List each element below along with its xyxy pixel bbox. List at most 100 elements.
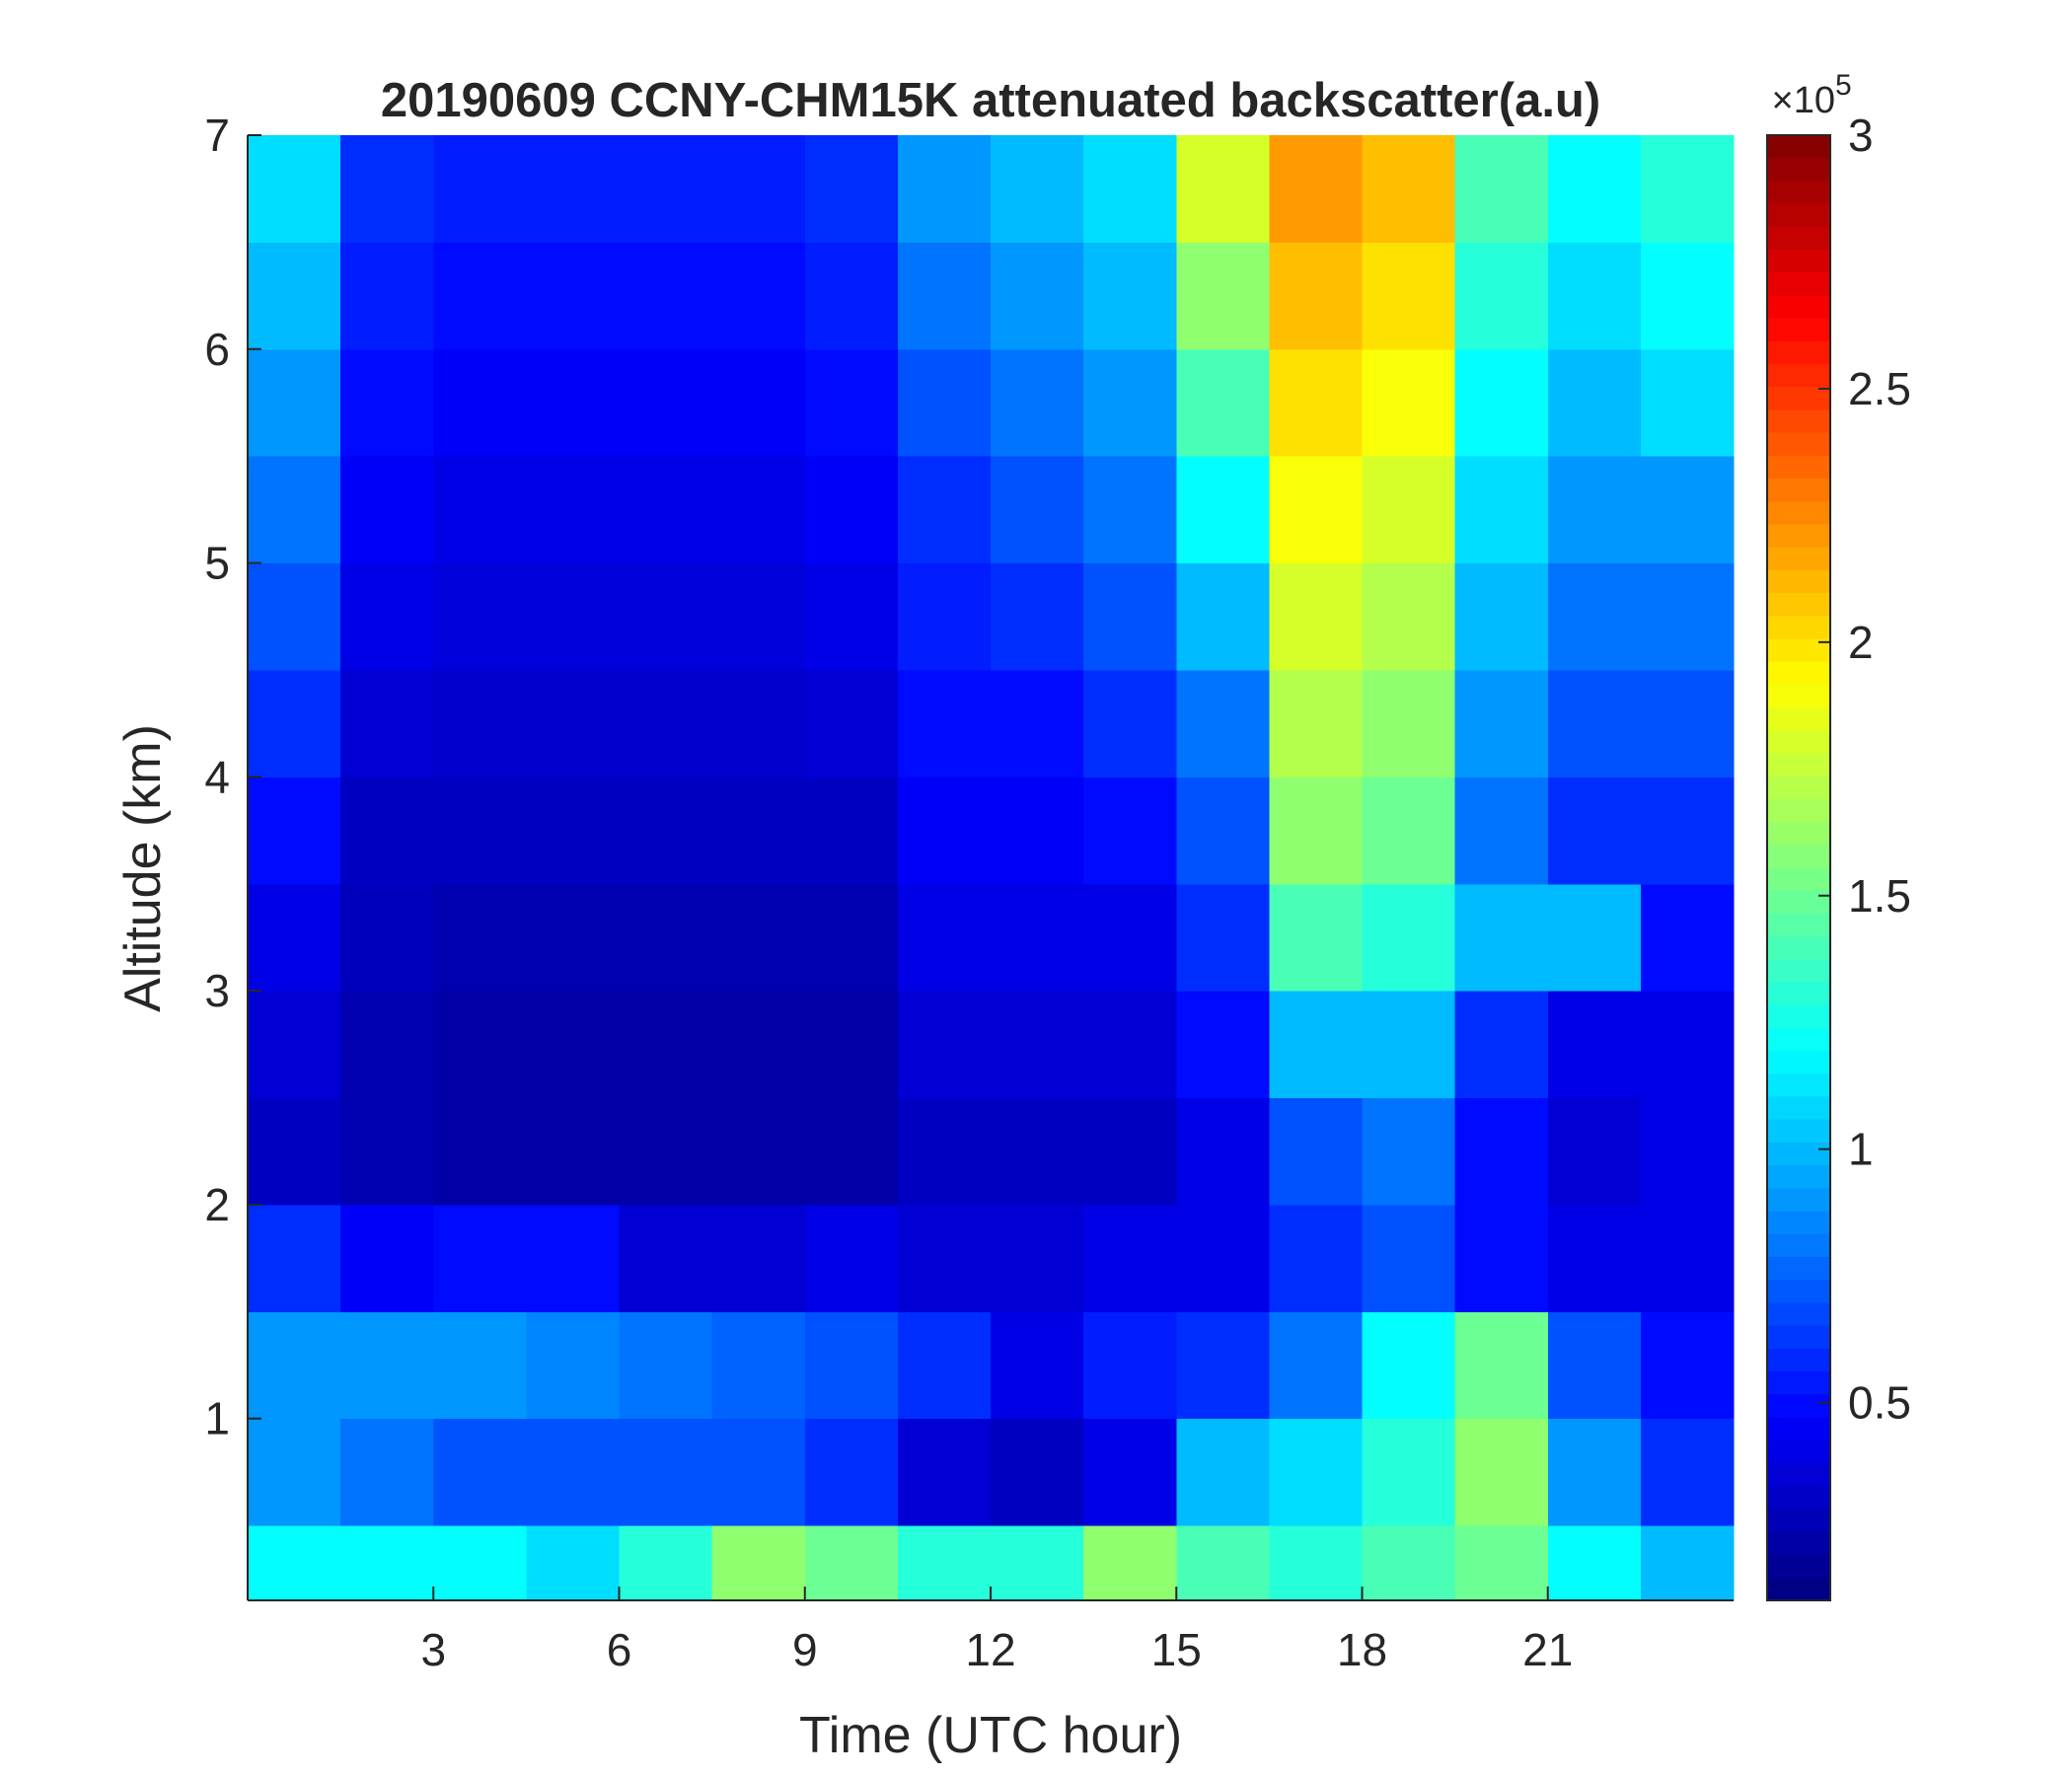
heatmap-cell xyxy=(248,1097,341,1206)
heatmap-cell xyxy=(1083,777,1177,885)
colorbar-exponent: 5 xyxy=(1835,69,1852,102)
heatmap-cell xyxy=(340,1311,434,1420)
heatmap-cell xyxy=(897,1204,992,1312)
heatmap-cell xyxy=(711,1097,806,1206)
heatmap-cell xyxy=(1083,991,1177,1099)
heatmap-cell xyxy=(1640,1204,1735,1312)
heatmap-cell xyxy=(1547,562,1642,671)
y-tick-label: 7 xyxy=(204,110,230,161)
heatmap-cell xyxy=(1547,242,1642,350)
x-tick-label: 6 xyxy=(607,1624,632,1675)
colorbar-swatch xyxy=(1767,1188,1830,1213)
heatmap-cell xyxy=(433,348,527,457)
heatmap-cell xyxy=(1269,1525,1363,1601)
heatmap-cell xyxy=(248,1525,341,1601)
heatmap-cell xyxy=(1454,777,1549,885)
heatmap-cell xyxy=(1176,1418,1270,1526)
heatmap-cell xyxy=(897,883,992,992)
heatmap-cell xyxy=(1176,669,1270,777)
heatmap-cell xyxy=(433,456,527,564)
heatmap-cell xyxy=(1269,991,1363,1099)
colorbar-swatch xyxy=(1767,295,1830,320)
heatmap-cell xyxy=(619,562,713,671)
x-tick-label: 9 xyxy=(792,1624,818,1675)
heatmap-cell xyxy=(1640,348,1735,457)
heatmap-cell xyxy=(248,883,341,992)
heatmap-cell xyxy=(991,883,1084,992)
colorbar-swatch xyxy=(1767,226,1830,251)
x-tick-label: 3 xyxy=(420,1624,446,1675)
heatmap-cell xyxy=(1362,135,1456,243)
heatmap-cell xyxy=(248,1418,341,1526)
heatmap-cell xyxy=(340,348,434,457)
heatmap-cell xyxy=(711,883,806,992)
heatmap-cell xyxy=(711,1525,806,1601)
heatmap-cell xyxy=(526,1204,620,1312)
heatmap-cell xyxy=(991,1525,1084,1601)
heatmap-cell xyxy=(1454,1204,1549,1312)
heatmap-cell xyxy=(897,1097,992,1206)
chart-title: 20190609 CCNY-CHM15K attenuated backscat… xyxy=(381,74,1600,127)
colorbar-swatch xyxy=(1767,455,1830,480)
heatmap-cell xyxy=(248,348,341,457)
heatmap-cell xyxy=(711,1204,806,1312)
colorbar-swatch xyxy=(1767,250,1830,273)
heatmap-cell xyxy=(1547,991,1642,1099)
heatmap-cell xyxy=(619,456,713,564)
heatmap-cell xyxy=(248,456,341,564)
heatmap-cell xyxy=(340,1097,434,1206)
colorbar-swatch xyxy=(1767,730,1830,754)
heatmap-cell xyxy=(1176,456,1270,564)
colorbar-tick-label: 2 xyxy=(1848,617,1874,668)
x-tick-label: 21 xyxy=(1522,1624,1573,1675)
colorbar-swatch xyxy=(1767,547,1830,571)
heatmap-cell xyxy=(711,348,806,457)
heatmap-cell xyxy=(526,1311,620,1420)
heatmap-cell xyxy=(1083,669,1177,777)
colorbar-swatch xyxy=(1767,1462,1830,1487)
heatmap-cell xyxy=(1640,456,1735,564)
colorbar-swatch xyxy=(1767,181,1830,205)
heatmap-cell xyxy=(248,135,341,243)
heatmap-cell xyxy=(1176,242,1270,350)
heatmap-cell xyxy=(1176,1311,1270,1420)
heatmap-cell xyxy=(340,883,434,992)
heatmap-cell xyxy=(1454,1525,1549,1601)
heatmap-cell xyxy=(711,456,806,564)
heatmap-cell xyxy=(1454,562,1549,671)
heatmap-cell xyxy=(1269,242,1363,350)
heatmap-cell xyxy=(1454,991,1549,1099)
colorbar-swatch xyxy=(1767,1554,1830,1579)
colorbar-tick-label: 0.5 xyxy=(1848,1377,1911,1429)
heatmap-cell xyxy=(804,562,899,671)
heatmap-cell xyxy=(1083,562,1177,671)
heatmap-cell xyxy=(711,1418,806,1526)
heatmap-cell xyxy=(1640,883,1735,992)
colorbar-swatch xyxy=(1767,1165,1830,1189)
heatmap-cell xyxy=(433,1418,527,1526)
heatmap-cell xyxy=(991,777,1084,885)
heatmap-cell xyxy=(248,562,341,671)
y-axis-label: Altitude (km) xyxy=(114,724,172,1012)
heatmap-cell xyxy=(1640,1418,1735,1526)
colorbar-swatch xyxy=(1767,1348,1830,1372)
heatmap-cell xyxy=(804,1097,899,1206)
y-tick-label: 1 xyxy=(204,1393,230,1444)
heatmap-cell xyxy=(1083,1525,1177,1601)
colorbar-swatch xyxy=(1767,1119,1830,1144)
colorbar-swatch xyxy=(1767,1531,1830,1556)
heatmap-cell xyxy=(1269,1204,1363,1312)
heatmap-cell xyxy=(711,1311,806,1420)
x-tick-label: 18 xyxy=(1337,1624,1387,1675)
heatmap xyxy=(248,135,1735,1601)
colorbar-tick-label: 2.5 xyxy=(1848,363,1911,414)
heatmap-cell xyxy=(1362,1418,1456,1526)
heatmap-cell xyxy=(526,456,620,564)
heatmap-cell xyxy=(1269,456,1363,564)
colorbar-swatch xyxy=(1767,845,1830,868)
colorbar-swatch xyxy=(1767,913,1830,937)
heatmap-cell xyxy=(1176,991,1270,1099)
heatmap-cell xyxy=(433,1525,527,1601)
heatmap-cell xyxy=(433,669,527,777)
